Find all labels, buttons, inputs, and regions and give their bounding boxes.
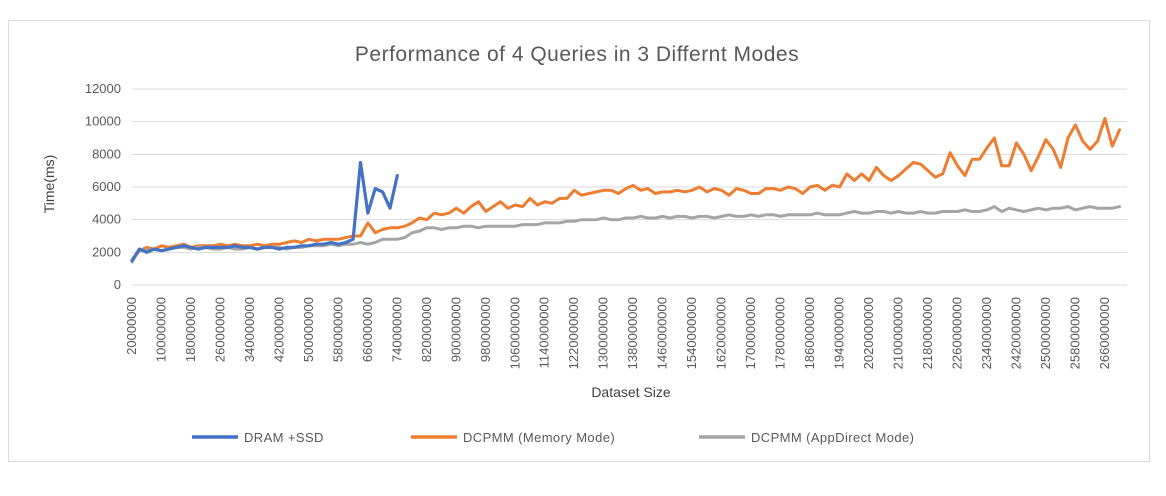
- x-tick-label: 900000000: [448, 297, 463, 362]
- x-tick-label: 2660000000: [1097, 297, 1112, 369]
- x-tick-label: 1860000000: [802, 297, 817, 369]
- series-line-3: [130, 205, 1122, 264]
- x-tick-label: 20000000: [124, 297, 139, 355]
- y-tick-label: 0: [114, 277, 121, 292]
- x-tick-label: 1460000000: [655, 297, 670, 369]
- x-tick-label: 1300000000: [596, 297, 611, 369]
- x-tick-label: 1140000000: [537, 297, 552, 368]
- x-tick-label: 2180000000: [920, 297, 935, 369]
- x-tick-label: 260000000: [212, 297, 227, 362]
- x-tick-label: 2500000000: [1038, 297, 1053, 369]
- x-axis-ticks: 20000000 100000000 180000000 260000000 34000…: [124, 297, 1112, 369]
- x-axis-label: Dataset Size: [591, 384, 671, 400]
- x-tick-label: 2100000000: [891, 297, 906, 369]
- gridlines: [132, 88, 1127, 286]
- x-tick-label: 1380000000: [625, 297, 640, 369]
- x-tick-label: 820000000: [419, 297, 434, 362]
- x-tick-label: 500000000: [301, 297, 316, 362]
- legend: DRAM +SSD DCPMM (Memory Mode) DCPMM (AppDi…: [192, 430, 914, 445]
- x-tick-label: 2260000000: [949, 297, 964, 369]
- x-tick-label: 740000000: [389, 297, 404, 362]
- x-tick-label: 1060000000: [507, 297, 522, 369]
- y-tick-label: 10000: [85, 114, 121, 129]
- x-tick-label: 1780000000: [773, 297, 788, 369]
- x-tick-label: 100000000: [153, 297, 168, 362]
- x-tick-label: 2340000000: [979, 297, 994, 369]
- legend-label-2: DCPMM (Memory Mode): [463, 430, 615, 445]
- chart-title: Performance of 4 Queries in 3 Differnt M…: [355, 43, 799, 66]
- series-lines: [130, 116, 1122, 264]
- x-tick-label: 660000000: [360, 297, 375, 362]
- x-tick-label: 1940000000: [832, 297, 847, 369]
- x-tick-label: 420000000: [271, 297, 286, 362]
- legend-label-3: DCPMM (AppDirect Mode): [751, 430, 914, 445]
- x-tick-label: 980000000: [478, 297, 493, 362]
- line-chart: Performance of 4 Queries in 3 Differnt M…: [41, 43, 1127, 445]
- x-tick-label: 1540000000: [684, 297, 699, 369]
- y-tick-label: 6000: [92, 179, 121, 194]
- x-tick-label: 1220000000: [566, 297, 581, 369]
- y-tick-label: 12000: [85, 81, 121, 96]
- y-tick-label: 4000: [92, 212, 121, 227]
- y-axis-label: Time(ms): [41, 155, 57, 214]
- x-tick-label: 580000000: [330, 297, 345, 362]
- y-tick-label: 2000: [92, 244, 121, 259]
- x-tick-label: 2020000000: [861, 297, 876, 369]
- chart-frame: Performance of 4 Queries in 3 Differnt M…: [8, 20, 1150, 462]
- x-tick-label: 1620000000: [714, 297, 729, 369]
- series-line-2: [130, 116, 1122, 262]
- x-tick-label: 1700000000: [743, 297, 758, 369]
- legend-label-1: DRAM +SSD: [244, 430, 324, 445]
- x-tick-label: 2580000000: [1067, 297, 1082, 369]
- series-line-1: [130, 160, 399, 263]
- x-tick-label: 180000000: [183, 297, 198, 362]
- y-axis-ticks: 0 2000 4000 6000 8000 10000 12000: [85, 81, 121, 292]
- x-tick-label: 2420000000: [1008, 297, 1023, 369]
- y-tick-label: 8000: [92, 146, 121, 161]
- x-tick-label: 340000000: [242, 297, 257, 362]
